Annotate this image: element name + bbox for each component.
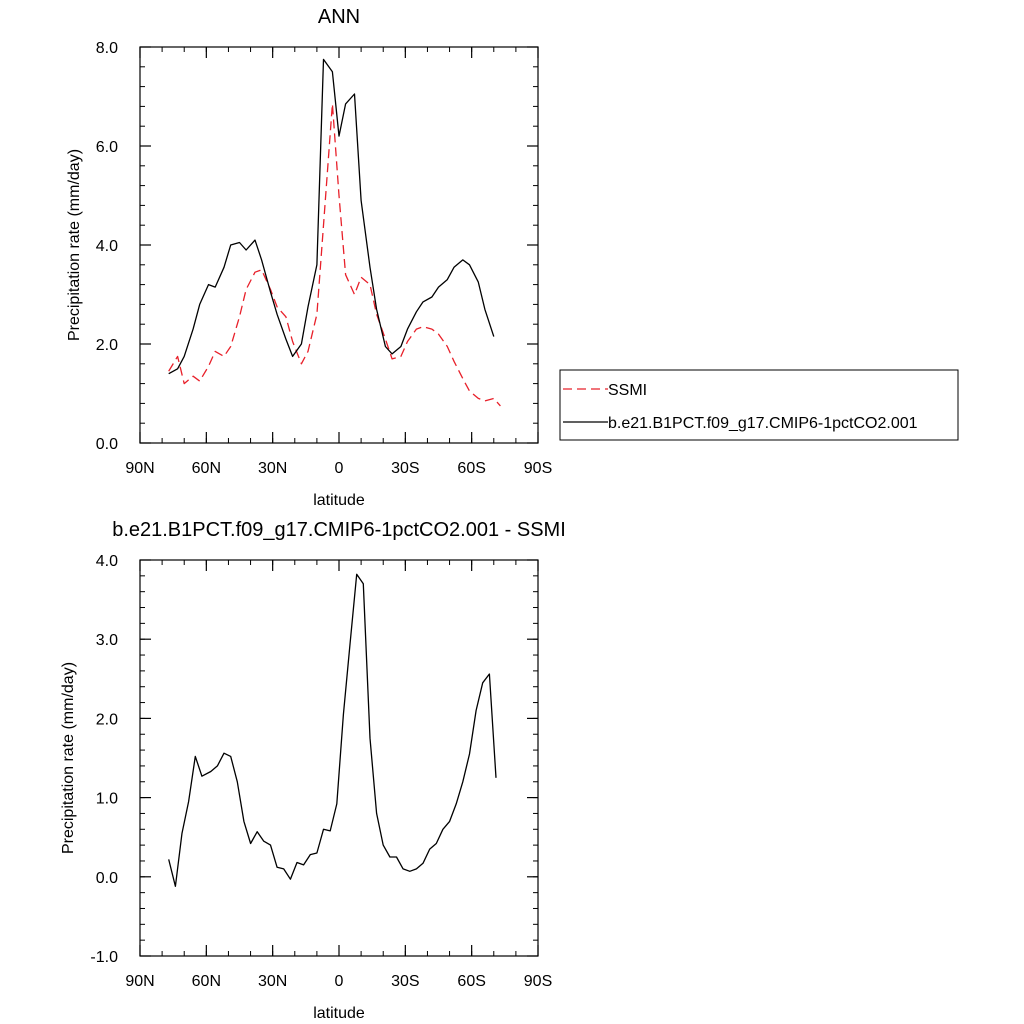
y-tick-label: 1.0 (96, 791, 118, 808)
legend-box (559, 369, 959, 441)
bottom-chart-title: b.e21.B1PCT.f09_g17.CMIP6-1pctCO2.001 - … (112, 519, 566, 541)
y-tick-label: 3.0 (96, 632, 118, 649)
y-tick-label: 4.0 (96, 553, 118, 570)
difference-series-line (168, 573, 497, 887)
y-tick-label: -1.0 (90, 949, 118, 966)
x-tick-label: 60N (192, 973, 221, 990)
x-tick-label: 0 (335, 460, 344, 477)
legend-label-model: b.e21.B1PCT.f09_g17.CMIP6-1pctCO2.001 (608, 415, 918, 432)
top-chart-y-axis-label: Precipitation rate (mm/day) (66, 149, 83, 341)
x-tick-label: 60S (457, 460, 485, 477)
top-chart-panel: ANN 90N 60N 30N 0 30S 60S 90S 0.02.04.06.08.0 … (66, 6, 552, 509)
bottom-chart-panel: b.e21.B1PCT.f09_g17.CMIP6-1pctCO2.001 - … (60, 519, 566, 1022)
y-tick-label: 0.0 (96, 436, 118, 453)
bottom-chart-y-axis-label: Precipitation rate (mm/day) (60, 662, 77, 854)
x-tick-label: 90N (125, 973, 154, 990)
y-tick-label: 6.0 (96, 139, 118, 156)
x-tick-label: 90N (125, 460, 154, 477)
top-chart-x-tick-labels: 90N 60N 30N 0 30S 60S 90S (125, 460, 552, 477)
x-tick-label: 30N (258, 460, 287, 477)
y-tick-label: 2.0 (96, 337, 118, 354)
top-chart-minor-ticks (139, 46, 539, 444)
legend-label-ssmi: SSMI (608, 382, 647, 399)
y-tick-label: 8.0 (96, 40, 118, 57)
y-tick-label: 4.0 (96, 238, 118, 255)
x-tick-label: 90S (524, 460, 552, 477)
top-chart-plot-frame (139, 46, 539, 444)
y-tick-label: 2.0 (96, 711, 118, 728)
x-tick-label: 30S (391, 973, 419, 990)
bottom-chart-minor-ticks (139, 559, 539, 957)
y-tick-label: 0.0 (96, 870, 118, 887)
top-chart-legend: SSMI b.e21.B1PCT.f09_g17.CMIP6-1pctCO2.0… (559, 369, 959, 441)
top-chart-title: ANN (318, 6, 360, 28)
x-tick-label: 30S (391, 460, 419, 477)
ssmi-series-line (168, 103, 501, 407)
b-e21-b1pct-f09-g17-cmip6-1pctco2-001-series-line (168, 58, 495, 375)
x-tick-label: 90S (524, 973, 552, 990)
top-chart-y-tick-labels: 0.0 2.0 4.0 6.0 8.0 (96, 40, 118, 453)
bottom-chart-x-tick-labels: 90N 60N 30N 0 30S 60S 90S (125, 973, 552, 990)
top-chart-series (168, 58, 501, 407)
x-tick-label: 60N (192, 460, 221, 477)
bottom-chart-series (168, 573, 497, 887)
bottom-chart-major-ticks (139, 559, 539, 957)
x-tick-label: 0 (335, 973, 344, 990)
bottom-chart-plot-frame (139, 559, 539, 957)
x-tick-label: 60S (457, 973, 485, 990)
top-chart-x-axis-label: latitude (313, 492, 365, 509)
top-chart-major-ticks (139, 46, 539, 444)
bottom-chart-x-axis-label: latitude (313, 1005, 365, 1022)
bottom-chart-y-tick-labels: -1.0 0.0 1.0 2.0 3.0 4.0 (90, 553, 118, 966)
x-tick-label: 30N (258, 973, 287, 990)
